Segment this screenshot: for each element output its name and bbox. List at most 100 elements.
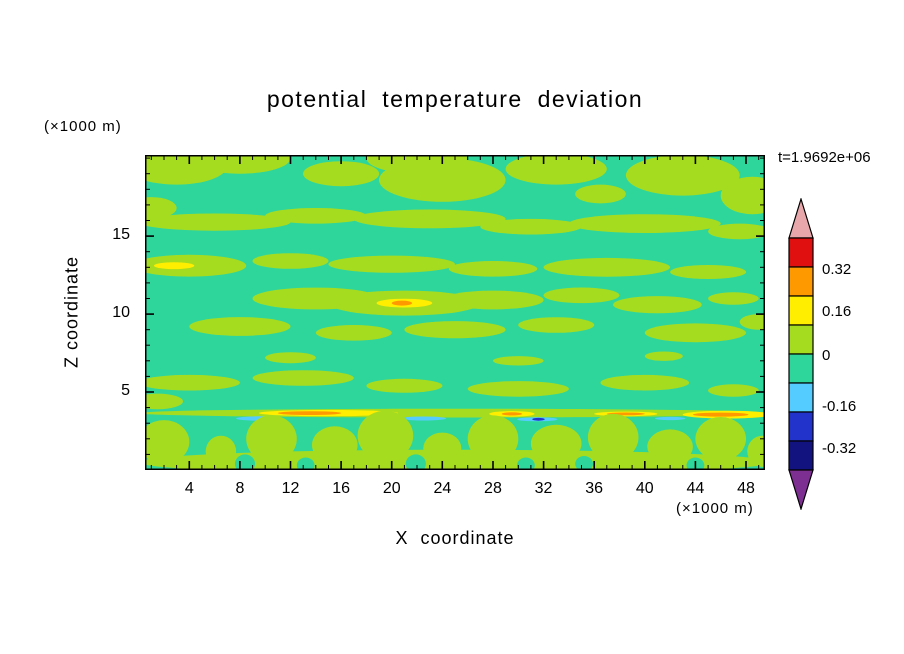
- x-tick-label: 4: [184, 480, 194, 497]
- colorbar-tick-label: -0.32: [822, 440, 857, 458]
- contour-blob: [613, 296, 702, 314]
- x-tick-label: 40: [635, 480, 654, 497]
- contour-blob: [467, 381, 569, 397]
- x-tick-label: 28: [484, 480, 502, 497]
- contour-blob: [517, 457, 535, 470]
- contour-blob: [265, 208, 367, 224]
- contour-blob: [145, 254, 247, 277]
- contour-blob: [518, 317, 595, 333]
- contour-blob: [747, 435, 765, 467]
- x-tick-label: 36: [585, 480, 604, 497]
- contour-blob: [145, 374, 240, 391]
- contour-blob: [505, 155, 607, 185]
- contour-blob: [467, 415, 519, 463]
- contour-blob: [366, 378, 443, 393]
- contour-blob: [423, 432, 462, 464]
- contour-blob: [246, 415, 297, 463]
- contour-blob: [654, 416, 686, 421]
- x-tick-label: 32: [534, 480, 553, 497]
- colorbar-band: [788, 266, 814, 297]
- x-tick-label: 24: [433, 480, 452, 497]
- y-tick-label: 15: [112, 226, 130, 244]
- contour-blob: [670, 265, 747, 279]
- plot-frame: [145, 155, 765, 470]
- contour-blob: [695, 417, 746, 461]
- contour-blob: [145, 197, 177, 219]
- contour-blob: [205, 435, 237, 467]
- contour-blob: [708, 292, 759, 305]
- x-tick-label: 12: [281, 480, 300, 497]
- contour-blob: [312, 426, 358, 464]
- colorbar-tick-label: 0.16: [822, 303, 852, 321]
- contour-blob: [189, 317, 291, 336]
- contour-blob: [647, 429, 693, 464]
- contour-blob: [357, 410, 414, 461]
- contour-blob: [530, 424, 582, 463]
- contour-blob: [252, 253, 329, 269]
- colorbar-tick-label: -0.16: [822, 398, 857, 416]
- contour-blob: [600, 374, 690, 391]
- colorbar-band: [788, 324, 814, 355]
- contour-blob: [303, 161, 380, 187]
- x-tick-label: 8: [235, 480, 245, 497]
- contour-blob: [145, 420, 190, 464]
- x-tick-label: 44: [686, 480, 705, 497]
- colorbar-bottom-arrow: [788, 469, 814, 510]
- colorbar-band: [788, 353, 814, 384]
- heatmap-plot: [145, 155, 765, 470]
- contour-blob: [568, 214, 721, 233]
- y-axis-units: (×1000 m): [44, 118, 122, 135]
- contour-blob: [145, 213, 291, 231]
- contour-blob: [480, 218, 582, 235]
- colorbar-top-arrow: [788, 198, 814, 239]
- contour-blob: [145, 408, 765, 418]
- colorbar: [788, 198, 814, 510]
- contour-blob: [625, 155, 740, 196]
- contour-blob: [353, 209, 506, 229]
- colorbar-band: [788, 295, 814, 326]
- contour-blob: [644, 351, 683, 361]
- contour-blob: [501, 412, 522, 416]
- x-axis-label: X coordinate: [395, 528, 515, 548]
- contour-blob: [493, 356, 544, 366]
- x-axis-units: (×1000 m): [676, 500, 754, 517]
- y-tick-label: 10: [112, 304, 130, 322]
- contour-blob: [315, 325, 392, 341]
- contour-blob: [296, 457, 315, 470]
- contour-blob: [442, 290, 544, 310]
- y-tick-label: 5: [121, 382, 130, 400]
- contour-blob: [543, 257, 671, 277]
- contour-blob: [644, 323, 746, 343]
- contour-blob: [587, 413, 639, 461]
- contour-blob: [405, 454, 426, 470]
- contour-blob: [145, 393, 183, 410]
- y-axis-label: Z coordinate: [61, 255, 82, 369]
- contour-blob: [404, 321, 506, 339]
- contour-blob: [692, 412, 749, 417]
- colorbar-band: [788, 440, 814, 471]
- contour-blob: [532, 417, 545, 421]
- contour-blob: [153, 262, 195, 270]
- contour-blob: [277, 411, 342, 415]
- contour-blob: [448, 261, 538, 277]
- x-tick-label: 16: [332, 480, 350, 497]
- contour-blob: [328, 255, 455, 273]
- contour-blob: [708, 384, 759, 397]
- colorbar-tick-label: 0.32: [822, 261, 852, 279]
- colorbar-band: [788, 237, 814, 268]
- contour-blob: [400, 416, 447, 421]
- contour-blob: [543, 287, 620, 304]
- contour-blob: [739, 314, 765, 330]
- contour-blob: [252, 370, 354, 386]
- colorbar-tick-label: 0: [822, 347, 831, 365]
- colorbar-band: [788, 411, 814, 442]
- colorbar-band: [788, 382, 814, 413]
- contour-blob: [708, 223, 765, 240]
- contour-blob: [265, 352, 316, 364]
- contour-blob: [575, 456, 593, 470]
- contour-blob: [391, 300, 412, 306]
- chart-title: potential temperature deviation: [266, 86, 644, 112]
- x-tick-label: 48: [737, 480, 755, 497]
- x-tick-label: 20: [382, 480, 401, 497]
- time-annotation: t=1.9692e+06: [778, 149, 871, 166]
